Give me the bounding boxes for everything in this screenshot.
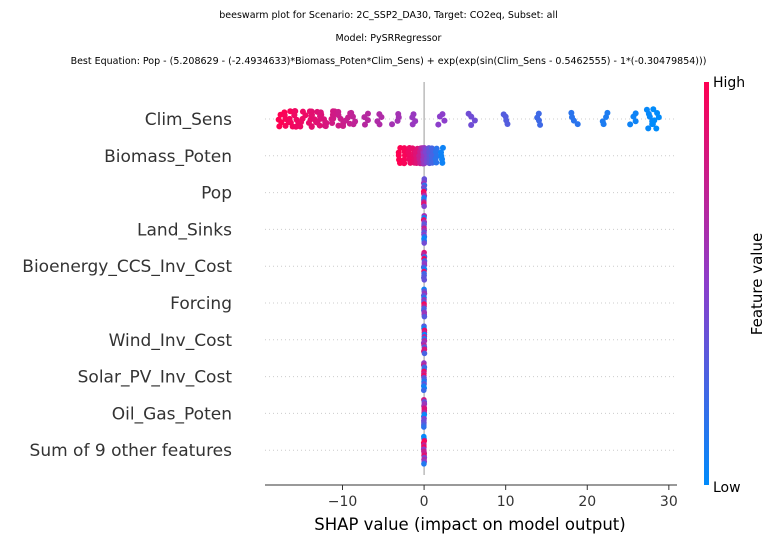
data-point <box>603 114 610 121</box>
data-point <box>435 121 442 128</box>
data-point <box>468 113 475 120</box>
data-point <box>349 113 356 120</box>
data-point <box>421 313 428 320</box>
data-point <box>421 277 428 283</box>
data-point <box>570 117 577 124</box>
data-point <box>287 108 294 115</box>
x-tick-label: 30 <box>660 494 678 510</box>
chart-title-line-1: beeswarm plot for Scenario: 2C_SSP2_DA30… <box>219 10 558 21</box>
feature-label: Biomass_Poten <box>104 147 232 167</box>
feature-label: Sum of 9 other features <box>30 441 233 461</box>
x-tick-label: 20 <box>578 494 596 510</box>
feature-label: Wind_Inv_Cost <box>109 331 233 351</box>
data-point <box>389 121 396 128</box>
data-points <box>275 106 662 467</box>
data-point <box>378 114 385 121</box>
data-point <box>627 121 634 128</box>
data-point <box>329 119 336 126</box>
feature-label: Land_Sinks <box>137 220 232 240</box>
x-tick-label: −10 <box>328 494 358 510</box>
data-point <box>421 461 427 467</box>
data-point <box>335 122 342 129</box>
data-point <box>645 125 652 132</box>
data-point <box>350 121 357 128</box>
chart-title-line-2: Model: PySRRegressor <box>335 33 442 44</box>
x-tick-label: 0 <box>420 494 429 510</box>
feature-label: Pop <box>201 184 232 204</box>
data-point <box>276 123 283 130</box>
data-point <box>537 121 544 128</box>
data-point <box>436 113 443 120</box>
colorbar-high-label: High <box>713 75 745 91</box>
data-point <box>650 106 657 113</box>
data-point <box>630 113 637 120</box>
x-axis-label: SHAP value (impact on model output) <box>314 515 625 534</box>
feature-label: Clim_Sens <box>145 110 232 130</box>
data-point <box>646 113 653 120</box>
data-point <box>364 117 371 124</box>
data-point <box>421 203 427 210</box>
data-point <box>316 122 323 129</box>
data-point <box>291 112 298 119</box>
data-point <box>421 350 428 357</box>
data-point <box>401 160 408 167</box>
data-point <box>653 125 660 132</box>
data-point <box>420 387 427 394</box>
data-point <box>468 122 475 129</box>
data-point <box>421 424 427 430</box>
data-point <box>308 123 315 130</box>
feature-label: Forcing <box>170 294 232 314</box>
data-point <box>632 118 639 125</box>
data-point <box>574 121 581 128</box>
x-tick-label: 10 <box>497 494 515 510</box>
data-point <box>655 114 662 121</box>
data-point <box>292 123 299 130</box>
data-point <box>282 122 289 129</box>
colorbar-low-label: Low <box>713 480 741 496</box>
chart-title-line-3: Best Equation: Pop - (5.208629 - (-2.493… <box>70 56 707 67</box>
data-point <box>409 121 416 128</box>
feature-labels: Clim_Sens Biomass_Poten Pop Land_Sinks Bioen… <box>22 110 232 461</box>
data-point <box>600 121 607 128</box>
feature-label: Oil_Gas_Poten <box>112 404 232 424</box>
feature-label: Bioenergy_CCS_Inv_Cost <box>22 257 232 277</box>
x-axis: −10 0 10 20 30 <box>265 484 678 510</box>
data-point <box>340 123 347 130</box>
colorbar <box>704 82 709 485</box>
data-point <box>394 117 401 124</box>
data-point <box>361 121 368 128</box>
data-point <box>337 115 344 122</box>
grid-lines <box>265 118 677 451</box>
data-point <box>439 144 446 151</box>
colorbar-label: Feature value <box>748 233 766 335</box>
data-point <box>297 123 304 130</box>
data-point <box>649 121 656 128</box>
data-point <box>471 117 478 124</box>
data-point <box>322 123 329 130</box>
data-point <box>504 121 511 128</box>
data-point <box>439 159 446 166</box>
data-point <box>421 240 428 246</box>
data-point <box>395 152 402 159</box>
data-point <box>376 121 383 128</box>
data-point <box>441 117 448 124</box>
data-point <box>433 159 440 166</box>
feature-label: Solar_PV_Inv_Cost <box>78 368 233 388</box>
